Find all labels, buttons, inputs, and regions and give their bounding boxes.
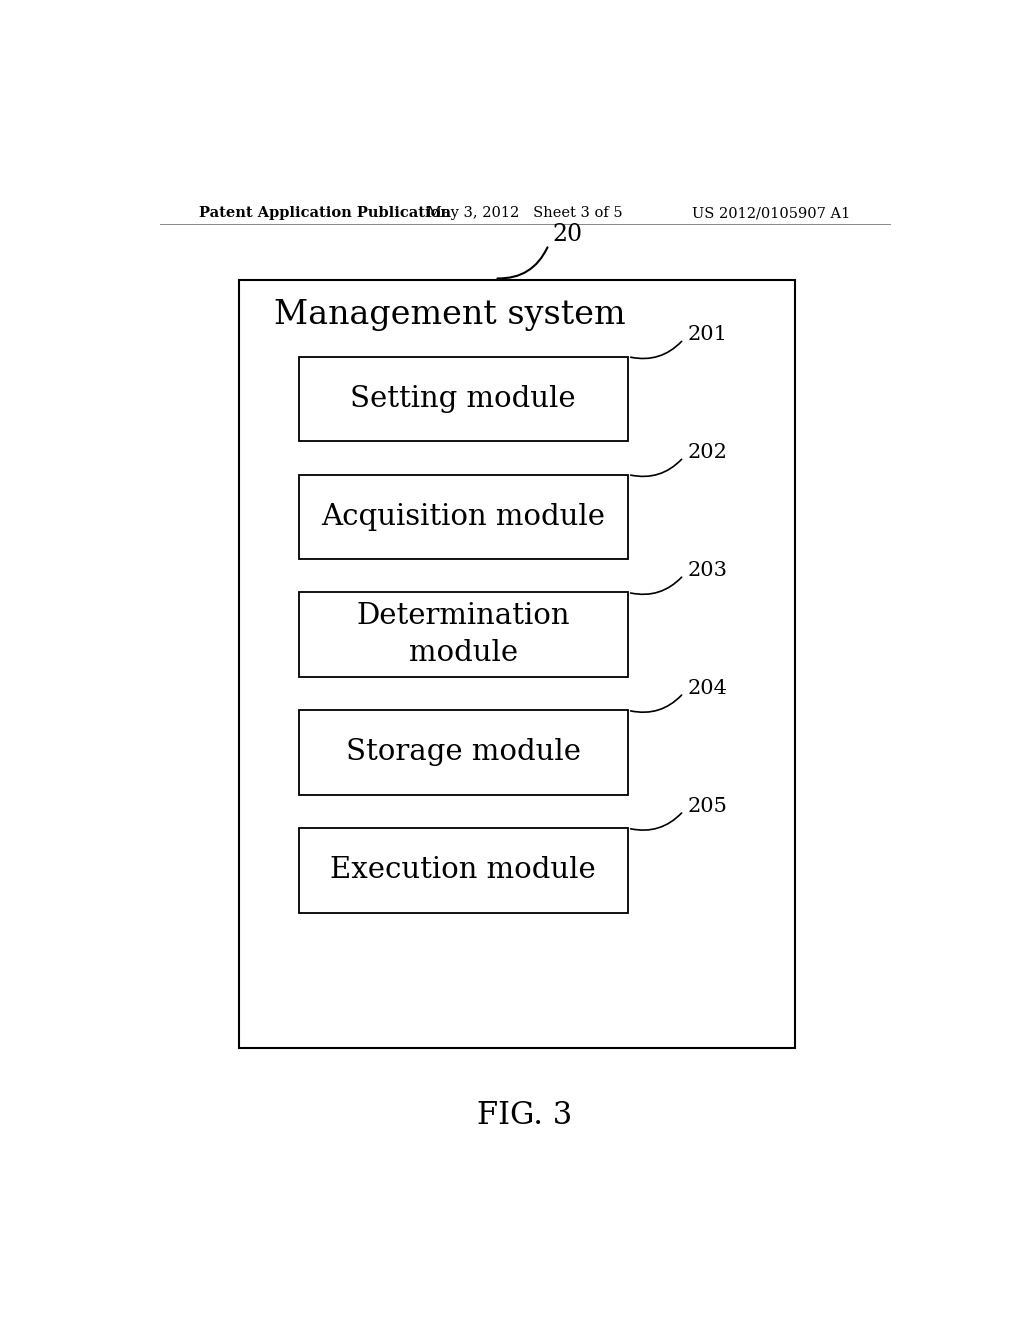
- Text: Determination
module: Determination module: [356, 602, 570, 667]
- Bar: [240, 280, 795, 1048]
- Bar: [299, 710, 628, 795]
- Bar: [299, 828, 628, 912]
- Bar: [299, 356, 628, 441]
- Text: 202: 202: [687, 444, 727, 462]
- Text: 20: 20: [553, 223, 583, 246]
- Bar: [299, 593, 628, 677]
- Text: 201: 201: [687, 326, 727, 345]
- Text: Execution module: Execution module: [331, 857, 596, 884]
- Text: 203: 203: [687, 561, 727, 581]
- Text: Storage module: Storage module: [346, 738, 581, 767]
- Text: Management system: Management system: [274, 298, 626, 331]
- Text: Patent Application Publication: Patent Application Publication: [200, 206, 452, 220]
- Text: 204: 204: [687, 678, 727, 698]
- Text: Setting module: Setting module: [350, 384, 577, 413]
- Bar: [299, 474, 628, 558]
- Text: FIG. 3: FIG. 3: [477, 1101, 572, 1131]
- Text: US 2012/0105907 A1: US 2012/0105907 A1: [692, 206, 850, 220]
- Text: 205: 205: [687, 797, 727, 816]
- Text: Acquisition module: Acquisition module: [322, 503, 605, 531]
- Text: May 3, 2012   Sheet 3 of 5: May 3, 2012 Sheet 3 of 5: [427, 206, 623, 220]
